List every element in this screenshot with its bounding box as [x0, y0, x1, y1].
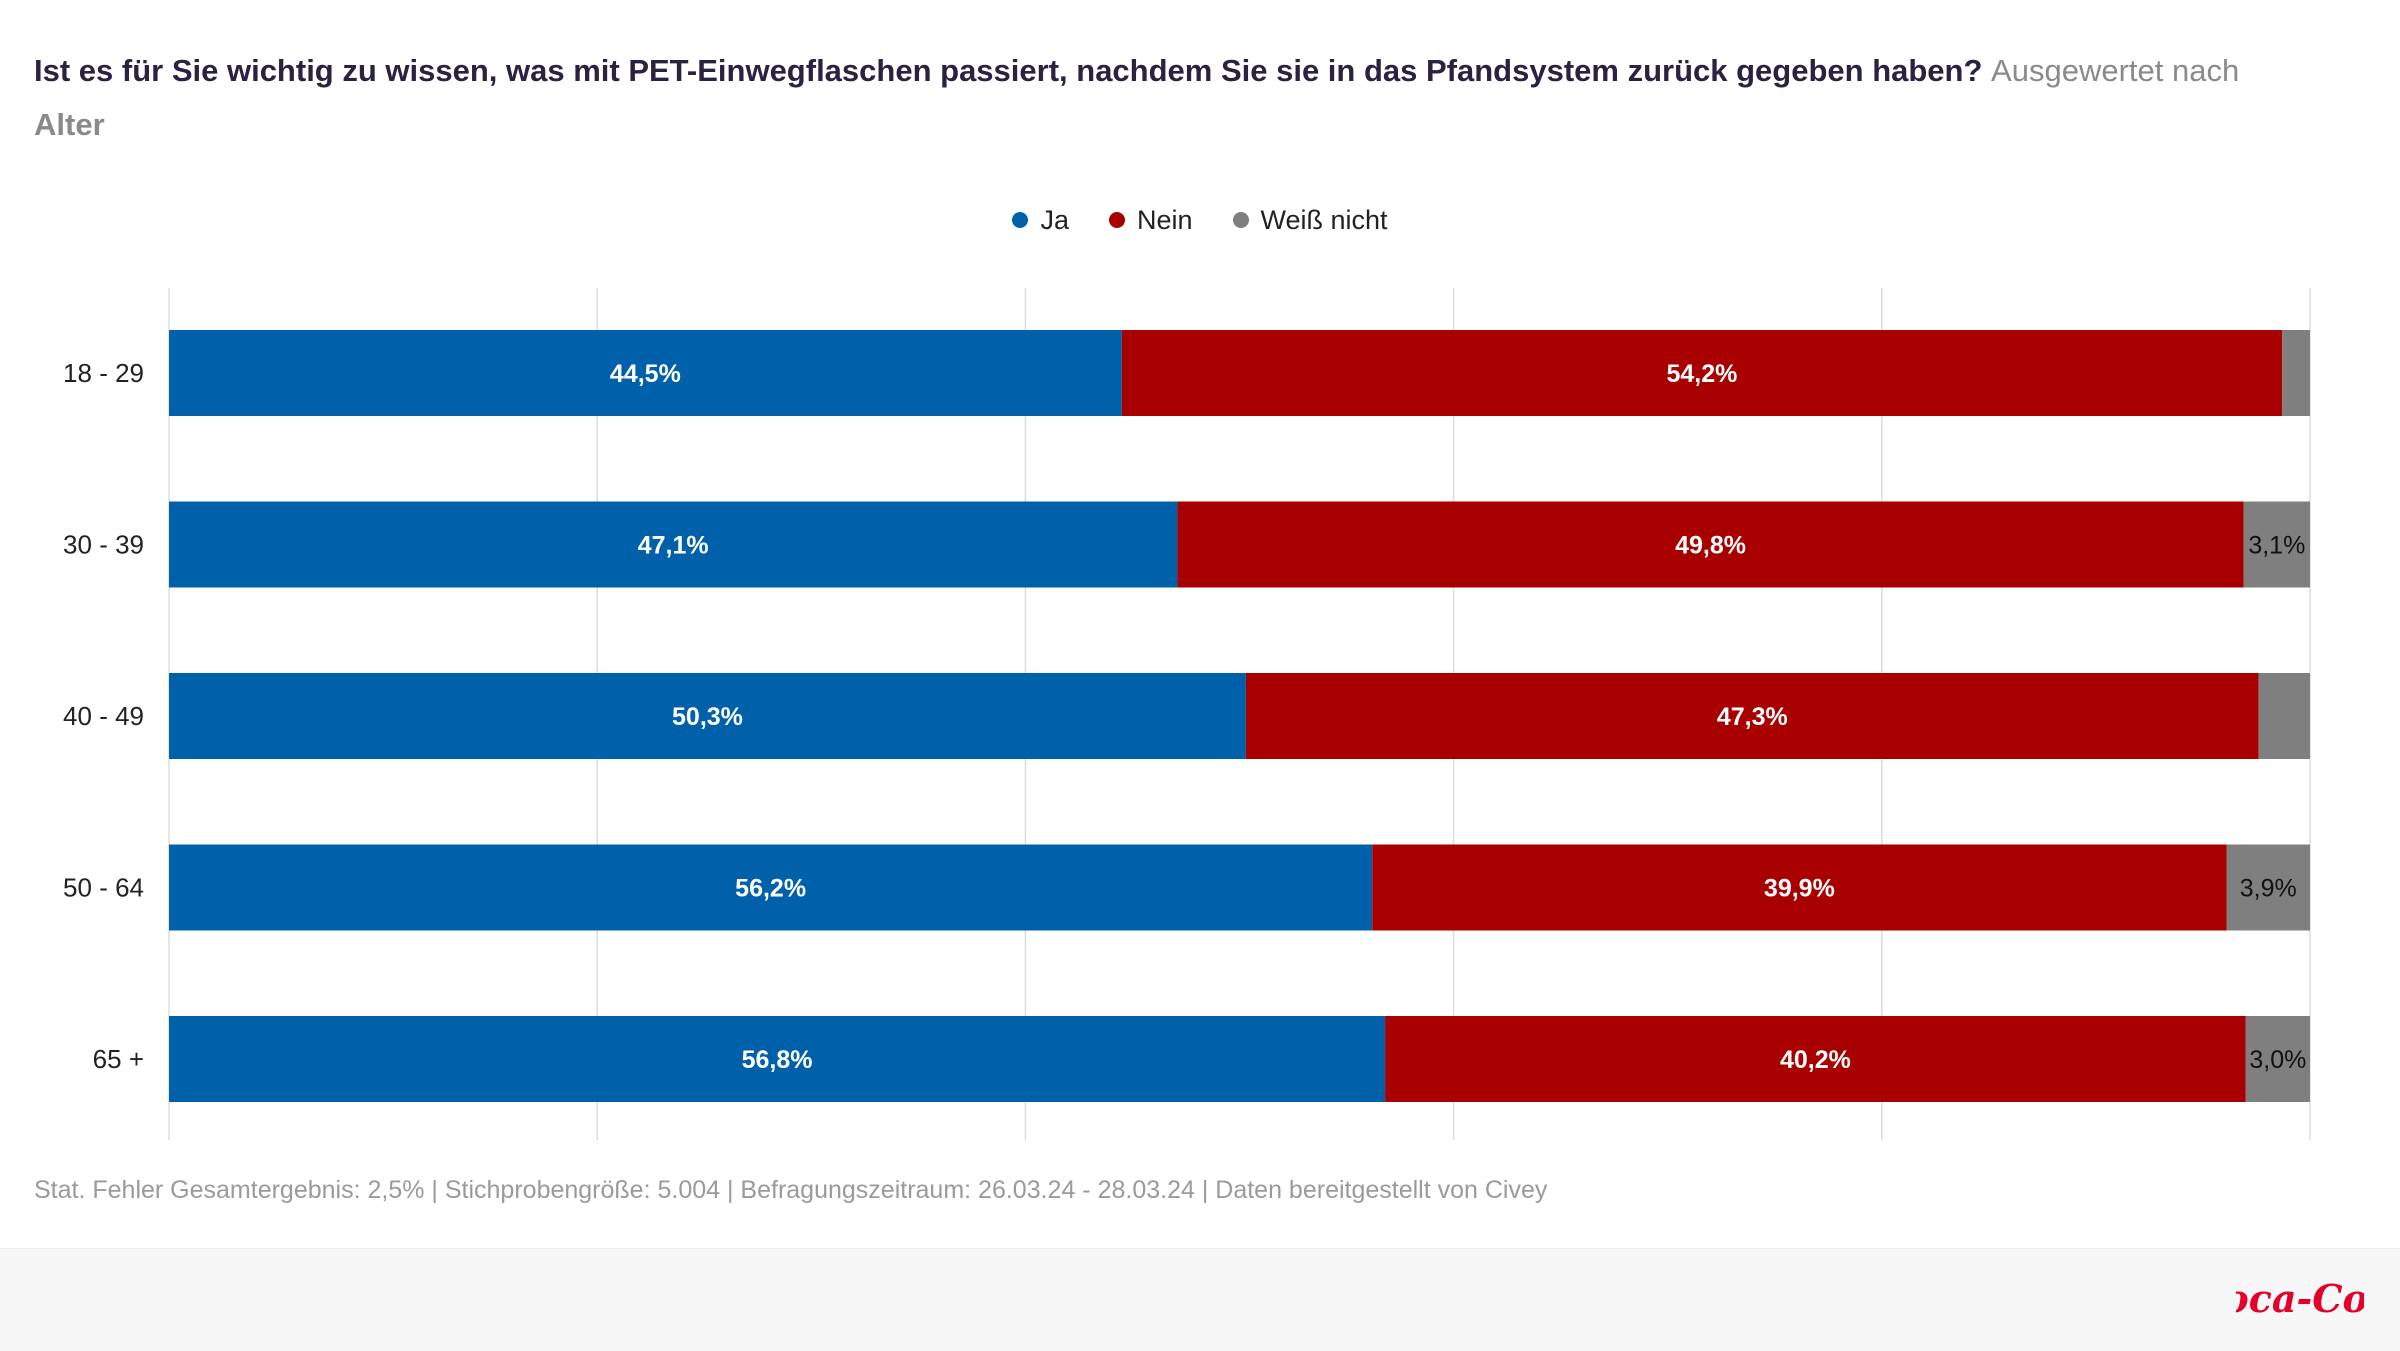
- y-tick-label: 65 +: [93, 1044, 144, 1074]
- bar-segment-ja-5: [169, 1016, 1386, 1102]
- title-subtitle-grouping: Alter: [34, 107, 105, 142]
- bar-segment-ja-4: [169, 844, 1373, 931]
- data-label: 47,1%: [638, 532, 709, 560]
- data-label: 44,5%: [610, 360, 681, 388]
- footer-note: Stat. Fehler Gesamtergebnis: 2,5% | Stic…: [34, 1176, 1548, 1204]
- y-tick-label: 40 - 49: [63, 701, 144, 731]
- chart-legend: Ja Nein Weiß nicht: [0, 198, 2400, 242]
- data-label: 3,1%: [2248, 532, 2305, 560]
- bar-segment-ja-1: [169, 330, 1122, 416]
- bar-segment-nein-5: [1385, 1016, 2246, 1102]
- bar-segment-nein-1: [1121, 330, 2283, 416]
- data-label: 3,9%: [2240, 875, 2297, 903]
- data-label: 49,8%: [1675, 532, 1746, 560]
- data-label: 56,8%: [742, 1046, 813, 1074]
- bar-segment-wei-nicht-4: [2226, 844, 2310, 931]
- coca-cola-logo: Coca-Cola: [2236, 1276, 2364, 1321]
- legend-label-nein: Nein: [1136, 204, 1193, 235]
- legend-item-weiss-nicht[interactable]: Weiß nicht: [1232, 204, 1388, 236]
- bar-segment-nein-3: [1245, 673, 2259, 759]
- bar-segment-nein-4: [1372, 844, 2227, 931]
- y-tick-label: 30 - 39: [63, 530, 144, 560]
- legend-swatch-weiss-nicht: [1232, 212, 1249, 228]
- legend-label-ja: Ja: [1040, 204, 1069, 235]
- bar-segment-ja-2: [169, 501, 1178, 588]
- y-tick-label: 18 - 29: [63, 358, 144, 388]
- data-label: 56,2%: [735, 875, 806, 903]
- data-label: 40,2%: [1780, 1046, 1851, 1074]
- bar-segment-nein-2: [1177, 501, 2244, 588]
- legend-item-nein[interactable]: Nein: [1108, 204, 1193, 236]
- legend-item-ja[interactable]: Ja: [1012, 205, 1069, 236]
- bar-segment-wei-nicht-3: [2258, 673, 2310, 759]
- footer-band: [0, 1248, 2400, 1351]
- logo-wordmark: Coca-Cola: [2236, 1276, 2364, 1321]
- bar-segment-wei-nicht-5: [2245, 1016, 2310, 1102]
- stacked-bar-chart: 18 - 29 44,5% 54,2% 30 - 39 47,1% 49,8% 3,1% 40…: [63, 288, 2311, 1140]
- data-label: 3,0%: [2249, 1046, 2306, 1074]
- bar-segment-wei-nicht-2: [2243, 501, 2310, 588]
- title-subtitle: Ausgewertet nach: [1991, 53, 2240, 88]
- data-label: 50,3%: [672, 703, 743, 731]
- bar-segment-ja-3: [169, 673, 1246, 759]
- title-question: Ist es für Sie wichtig zu wissen, was mi…: [34, 53, 1983, 88]
- y-tick-label: 50 - 64: [63, 873, 144, 903]
- data-label: 54,2%: [1667, 360, 1738, 388]
- bar-segment-wei-nicht-1: [2282, 330, 2310, 416]
- data-label: 47,3%: [1717, 703, 1788, 731]
- chart-title: Ist es für Sie wichtig zu wissen, was mi…: [34, 44, 2354, 152]
- legend-swatch-nein: [1108, 212, 1125, 228]
- legend-label-weiss-nicht: Weiß nicht: [1260, 204, 1388, 235]
- data-label: 39,9%: [1764, 875, 1835, 903]
- legend-swatch-ja: [1012, 212, 1029, 228]
